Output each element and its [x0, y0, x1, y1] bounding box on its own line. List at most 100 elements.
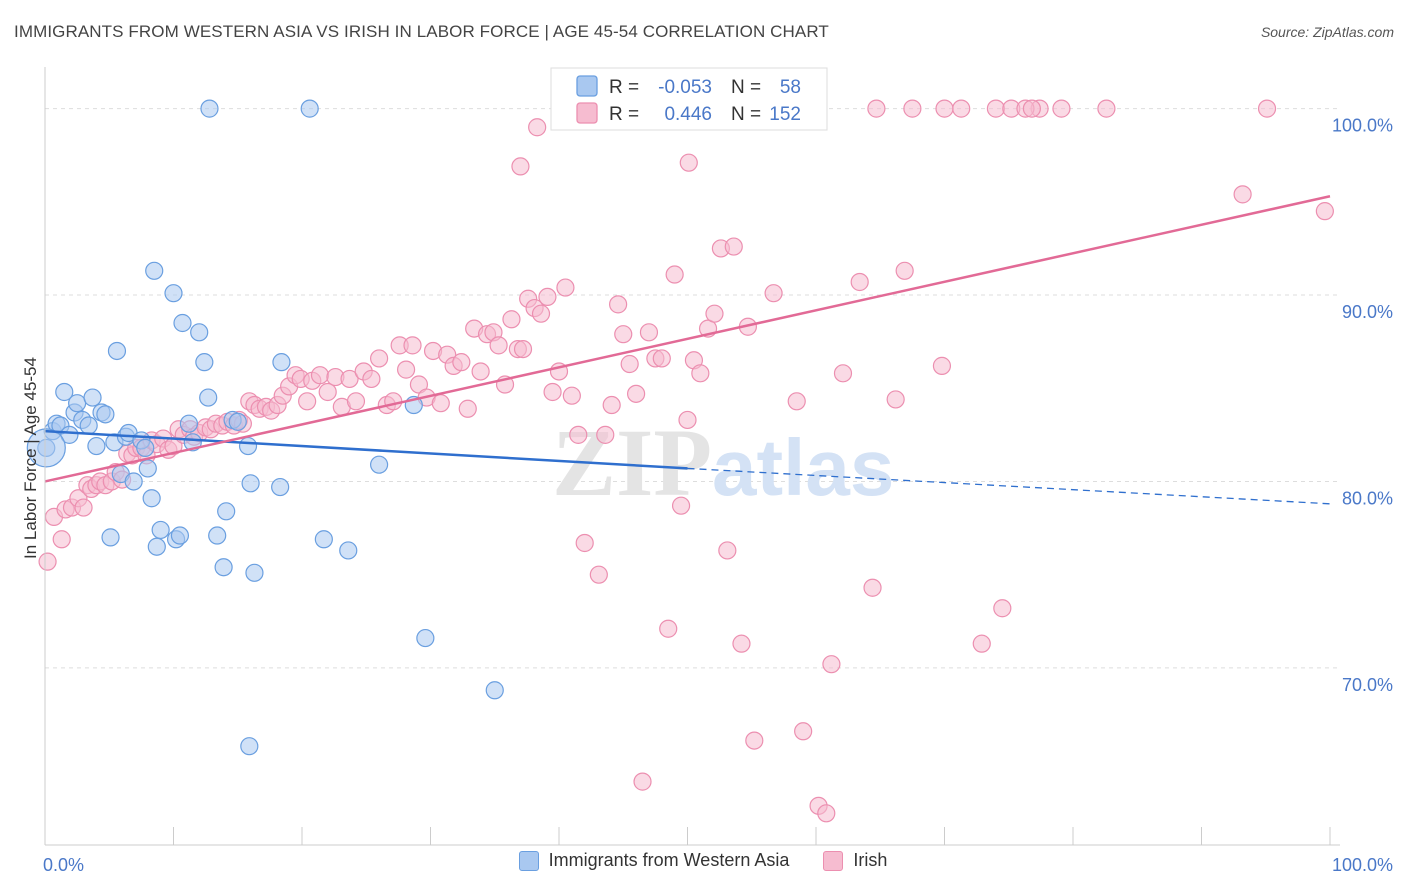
y-tick-labels: 70.0% 80.0% 90.0% 100.0%: [1332, 116, 1393, 695]
irish-point: [614, 325, 633, 344]
irish-point: [403, 336, 422, 355]
irish-point: [602, 395, 621, 415]
legend-swatch: [576, 102, 598, 124]
irish-point: [310, 366, 330, 385]
irish-point: [396, 360, 416, 379]
legend-top: R = -0.053 N = 58 R = 0.446 N = 152: [550, 67, 828, 131]
irish-point: [346, 392, 366, 411]
western-asia-point: [164, 284, 183, 303]
western-asia-point: [195, 353, 214, 372]
western-asia-point: [190, 323, 209, 342]
western-asia-point: [214, 558, 233, 577]
western-asia-point: [370, 455, 389, 474]
legend-n-label: N =: [731, 77, 761, 98]
western-asia-point: [217, 502, 236, 521]
western-asia-point: [199, 388, 218, 407]
western-asia-point: [101, 528, 120, 547]
grid-lines: [45, 108, 1340, 669]
western-asia-point: [200, 99, 219, 118]
irish-point: [639, 323, 659, 342]
western-asia-point: [136, 438, 155, 458]
irish-point: [1315, 202, 1334, 221]
x-tick-label: 100.0%: [1332, 855, 1393, 875]
western-asia-point: [271, 477, 290, 497]
western-asia-trend-line: [44, 429, 688, 470]
irish-point: [986, 99, 1006, 118]
western-asia-point: [173, 313, 192, 333]
irish-point: [556, 278, 575, 297]
legend-n-value: 58: [780, 77, 801, 98]
irish-point: [531, 304, 551, 323]
y-tick-label: 70.0%: [1342, 675, 1393, 695]
irish-point: [384, 392, 403, 411]
irish-point: [903, 99, 922, 118]
irish-point: [74, 498, 93, 517]
western-asia-point: [416, 628, 435, 648]
western-asia-points: [26, 99, 504, 756]
irish-point: [932, 356, 952, 375]
legend-label-western-asia: Immigrants from Western Asia: [548, 850, 790, 870]
irish-point: [471, 362, 490, 381]
legend-swatch: [576, 75, 598, 97]
western-asia-point: [208, 526, 227, 545]
chart-title: IMMIGRANTS FROM WESTERN ASIA VS IRISH IN…: [14, 22, 829, 41]
watermark-atlas: atlas: [712, 423, 894, 512]
western-asia-point: [151, 520, 170, 540]
axes: [44, 67, 1340, 846]
irish-point: [652, 349, 671, 368]
irish-point: [318, 382, 337, 402]
irish-point: [679, 153, 698, 172]
irish-point: [575, 533, 594, 553]
western-asia-point: [60, 425, 79, 444]
irish-point: [718, 541, 737, 560]
y-tick-label: 100.0%: [1332, 116, 1393, 136]
legend-item-irish: Irish: [823, 850, 887, 871]
irish-point: [538, 287, 557, 306]
legend-item-western-asia: Immigrants from Western Asia: [518, 850, 790, 871]
irish-swatch: [823, 850, 844, 871]
irish-point: [1233, 185, 1252, 204]
irish-point: [972, 634, 991, 653]
x-tick-labels: 0.0% 100.0%: [43, 855, 1393, 875]
irish-point: [764, 284, 783, 303]
x-tick-label: 0.0%: [43, 855, 84, 875]
irish-point: [362, 369, 381, 389]
western-asia-swatch: [518, 850, 539, 871]
irish-point: [787, 392, 806, 411]
western-asia-point: [245, 563, 264, 582]
irish-point: [489, 336, 508, 355]
western-asia-point: [55, 382, 74, 402]
irish-point: [935, 99, 954, 118]
legend-r-label: R =: [609, 77, 639, 98]
western-asia-point: [107, 341, 127, 361]
irish-point: [1022, 99, 1041, 118]
western-asia-point: [145, 261, 164, 280]
irish-point: [705, 304, 724, 323]
western-asia-point: [485, 681, 504, 700]
irish-point: [431, 394, 450, 413]
western-asia-point: [79, 416, 98, 435]
irish-point: [952, 99, 971, 118]
irish-point: [596, 425, 615, 444]
irish-point: [1097, 99, 1116, 118]
irish-point: [863, 578, 882, 597]
western-asia-point: [83, 388, 102, 407]
western-asia-point: [228, 412, 247, 431]
western-asia-point: [240, 737, 259, 756]
irish-point: [543, 382, 562, 402]
western-asia-point: [300, 99, 319, 118]
irish-point: [502, 310, 521, 329]
western-asia-point: [238, 436, 258, 456]
western-asia-point: [272, 353, 291, 372]
western-asia-point: [68, 394, 87, 413]
western-asia-point: [179, 414, 199, 433]
irish-trend-line: [44, 195, 1331, 483]
irish-point: [511, 157, 530, 176]
legend-n-label: N =: [731, 104, 761, 125]
irish-point: [569, 425, 588, 444]
trend-lines: [44, 195, 1331, 505]
irish-point: [867, 99, 886, 118]
irish-point: [886, 390, 905, 409]
irish-point: [745, 731, 764, 750]
